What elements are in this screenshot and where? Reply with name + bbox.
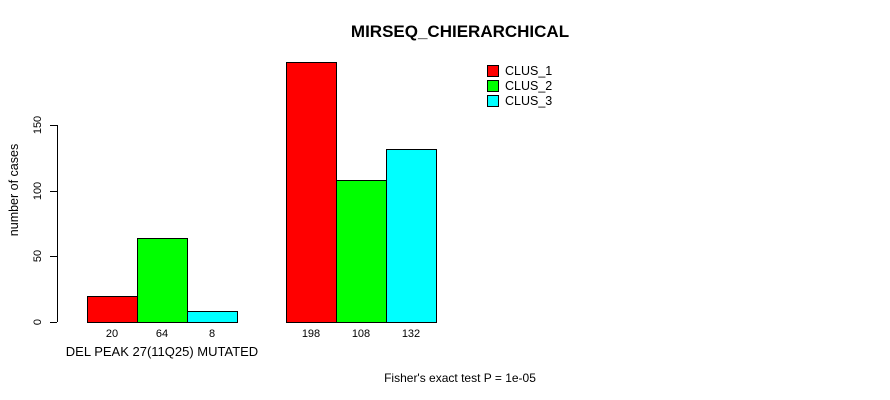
y-axis-tick-label: 0	[32, 318, 44, 326]
bar-value-label: 198	[301, 328, 321, 340]
bar-value-label: 132	[401, 328, 421, 340]
stat-test-annotation: Fisher's exact test P = 1e-05	[384, 371, 536, 385]
y-axis-tick-label: 150	[32, 115, 44, 135]
bar-clus_2-group1	[137, 238, 188, 323]
y-axis-title: number of cases	[7, 143, 21, 237]
bar-value-label: 20	[105, 328, 119, 340]
bar-value-label: 64	[155, 328, 169, 340]
bar-value-label: 8	[208, 328, 216, 340]
y-axis-tick-label: 100	[32, 181, 44, 200]
legend-item-clus_1: CLUS_1	[487, 63, 552, 78]
legend-item-clus_2: CLUS_2	[487, 78, 552, 93]
y-axis-tick	[50, 125, 57, 126]
legend-swatch-clus_3	[487, 94, 499, 107]
y-axis-tick-label: 50	[32, 250, 44, 263]
x-axis-title: DEL PEAK 27(11Q25) MUTATED	[65, 344, 259, 359]
legend-item-clus_3: CLUS_3	[487, 93, 552, 108]
bar-clus_2-group2	[336, 180, 387, 323]
y-axis-tick	[50, 190, 57, 192]
legend-label-clus_2: CLUS_2	[505, 78, 553, 93]
y-axis-line	[57, 125, 58, 322]
legend-label-clus_3: CLUS_3	[505, 93, 553, 108]
chart-title: MIRSEQ_CHIERARCHICAL	[350, 22, 570, 41]
bar-clus_3-group2	[386, 149, 437, 323]
legend-swatch-clus_2	[487, 79, 499, 92]
bar-clus_3-group1	[187, 311, 238, 323]
bar-clus_1-group2	[286, 62, 337, 323]
y-axis-tick	[50, 322, 57, 323]
y-axis-tick	[50, 256, 57, 258]
legend-label-clus_1: CLUS_1	[505, 63, 553, 78]
legend-swatch-clus_1	[487, 64, 499, 77]
bar-clus_1-group1	[87, 296, 138, 323]
bar-value-label: 108	[351, 328, 371, 340]
legend: CLUS_1 CLUS_2 CLUS_3	[487, 63, 552, 108]
